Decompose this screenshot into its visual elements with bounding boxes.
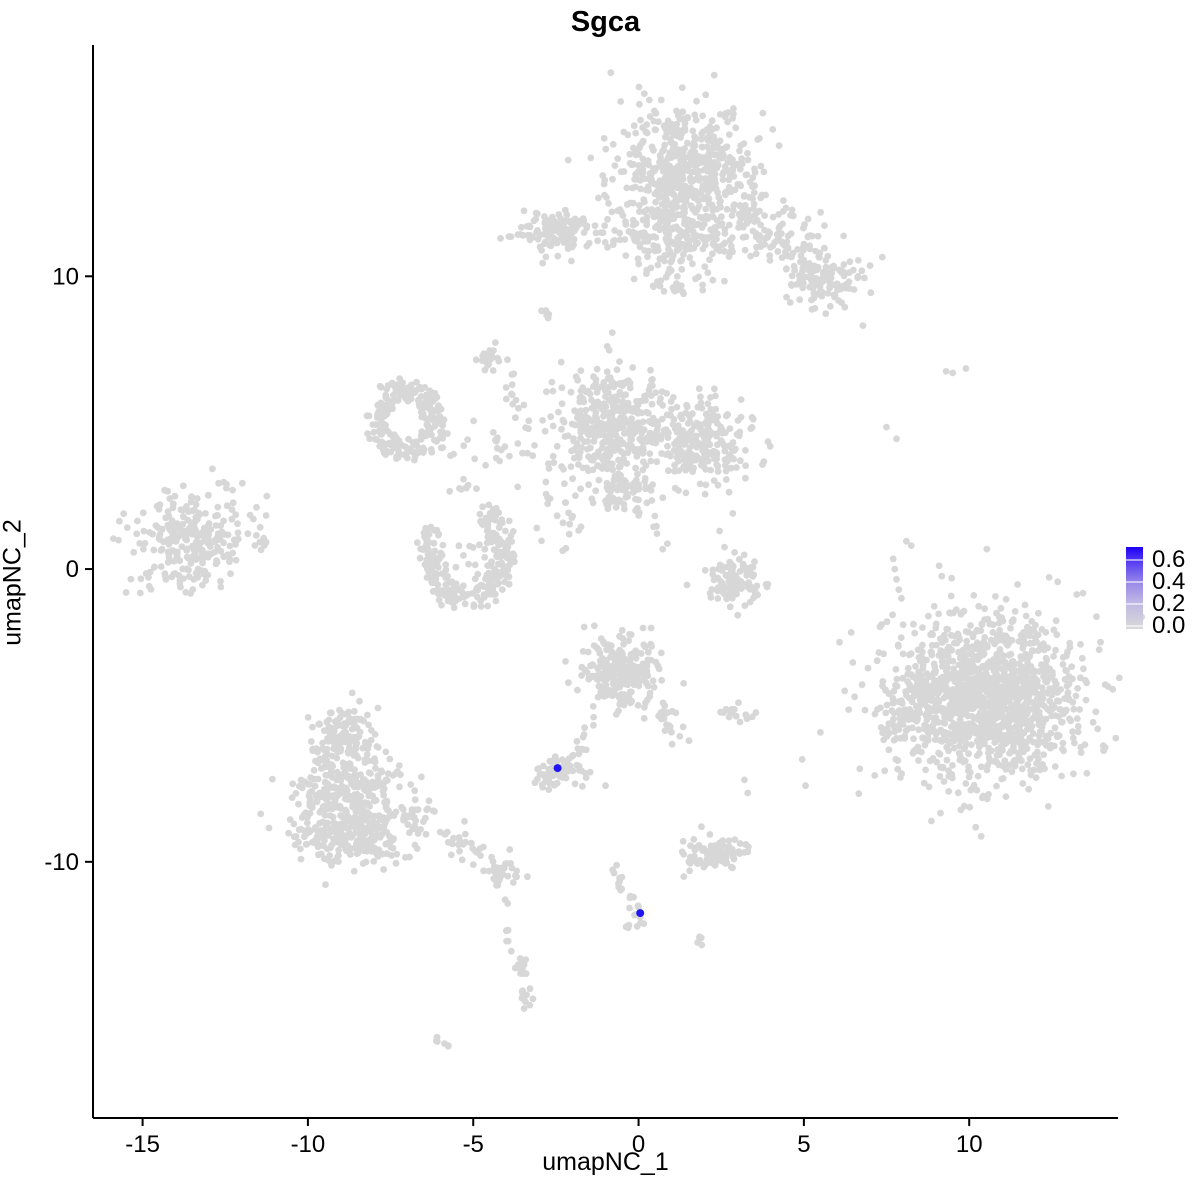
y-tick-label: 0 [66,556,79,583]
legend-tick-mark [1126,581,1143,583]
legend-gradient-bar [1126,547,1143,629]
plot-title: Sgca [570,6,641,38]
legend-tick-mark [1126,603,1143,605]
x-tick-label: -15 [125,1131,160,1158]
legend-tick-mark [1126,625,1143,627]
y-tick-label: -10 [44,849,79,876]
axes: -15 -10 -5 0 5 10 10 0 -10 [44,45,1118,1158]
legend-tick-mark [1126,559,1143,561]
expressing-cell-points [553,764,645,918]
legend-tick-label: 0.4 [1152,568,1186,595]
x-tick-label: -10 [291,1131,326,1158]
scatter-points [110,69,1146,1050]
x-tick-label: 10 [956,1131,983,1158]
x-tick-label: -5 [463,1131,484,1158]
x-tick-label: 0 [632,1131,645,1158]
legend-tick-label: 0.2 [1152,590,1186,617]
legend-tick-label: 0.6 [1152,546,1186,573]
y-tick-label: 10 [52,263,79,290]
legend-tick-label: 0.0 [1152,612,1186,639]
x-axis-title: umapNC_1 [542,1148,669,1176]
x-tick-label: 5 [797,1131,810,1158]
